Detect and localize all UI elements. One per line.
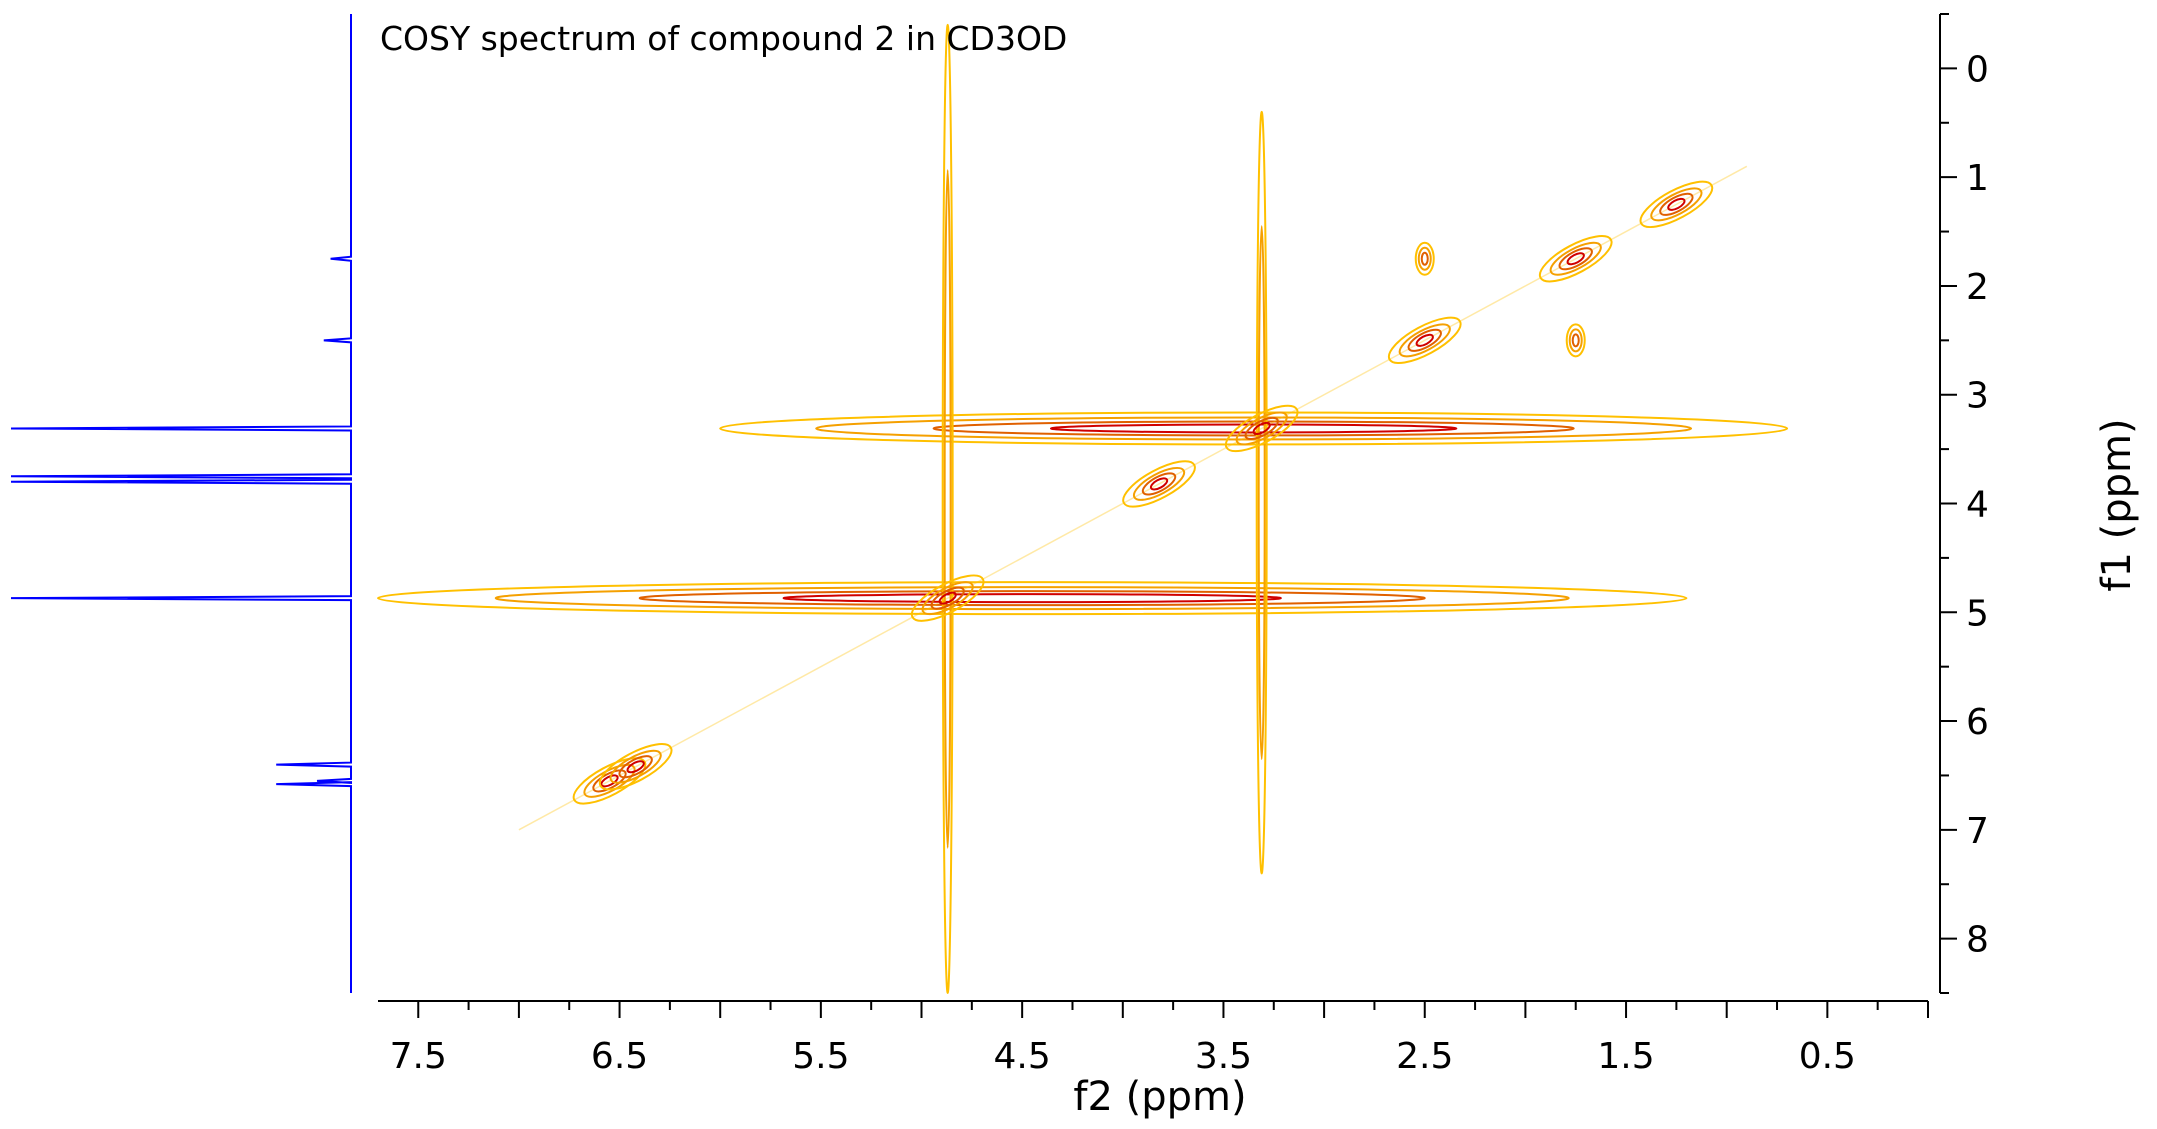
x-tick-label: 2.5 — [1396, 1036, 1453, 1077]
contour-ring — [1122, 460, 1196, 508]
diagonal-peak — [1224, 404, 1299, 453]
y-tick-label: 4 — [1966, 485, 1989, 526]
contour-ring — [618, 755, 653, 779]
contour-ring — [938, 591, 957, 605]
chart-title: COSY spectrum of compound 2 in CD3OD — [380, 19, 1067, 58]
x-tick-label: 7.5 — [390, 1036, 447, 1077]
diagonal-peak — [1122, 460, 1196, 508]
contour-ring — [1565, 323, 1586, 358]
cross-peak — [1565, 323, 1586, 358]
diagonal-peak — [598, 743, 673, 791]
contour-ring — [910, 574, 985, 622]
contour-ring — [1558, 247, 1593, 271]
y-axis-ticks: 0 1 2 3 4 5 6 7 8 — [1940, 13, 1989, 994]
diagonal-peak — [910, 574, 985, 622]
contour-ring — [1650, 187, 1703, 222]
ridge-contour — [719, 411, 1789, 446]
contour-ring — [1568, 328, 1583, 353]
projection-line — [10, 14, 352, 993]
contour-ring — [1132, 466, 1186, 501]
axes — [378, 14, 1941, 1002]
y-tick-label: 3 — [1966, 376, 1989, 417]
diagonal-peak — [1639, 180, 1714, 229]
ridge-contour — [494, 586, 1570, 611]
contour-peaks — [518, 165, 1748, 831]
x-tick-label: 1.5 — [1597, 1036, 1654, 1077]
y-tick-label: 2 — [1966, 267, 1989, 308]
x-tick-label: 6.5 — [591, 1036, 648, 1077]
contour-ring — [1571, 333, 1580, 348]
contour-ring — [930, 586, 965, 610]
y-axis-title: f1 (ppm) — [2094, 418, 2140, 591]
y-tick-label: 6 — [1966, 702, 1989, 743]
ridge-contour — [377, 581, 1688, 616]
y-tick-label: 5 — [1966, 593, 1989, 634]
contour-ring — [592, 769, 627, 793]
diagonal-peak — [1387, 316, 1462, 364]
contour-ring — [1566, 252, 1585, 266]
contour-ring — [1244, 416, 1279, 440]
contour-ring — [1407, 328, 1442, 352]
contour-ring — [609, 749, 662, 784]
contour-ring — [600, 774, 619, 788]
contour-ring — [1420, 251, 1429, 266]
x-tick-label: 5.5 — [792, 1036, 849, 1077]
ridge-contour — [1257, 225, 1266, 761]
contour-ring — [1538, 235, 1613, 283]
solvent-ridges — [377, 23, 1789, 994]
x-tick-label: 3.5 — [1195, 1036, 1252, 1077]
x-axis-title: f2 (ppm) — [1073, 1074, 1246, 1120]
diagonal-ridge — [518, 165, 1748, 831]
x-tick-label: 0.5 — [1799, 1036, 1856, 1077]
y-tick-label: 0 — [1966, 49, 1989, 90]
contour-ring — [1235, 411, 1288, 446]
solvent-ridge — [1255, 110, 1268, 875]
contour-ring — [1659, 192, 1694, 216]
x-tick-label: 4.5 — [994, 1036, 1051, 1077]
solvent-ridge — [941, 23, 954, 994]
contour-ring — [1224, 404, 1299, 453]
contour-ring — [1549, 241, 1602, 276]
y-tick-label: 8 — [1966, 920, 1989, 961]
contour-ring — [626, 760, 645, 774]
solvent-ridge — [377, 581, 1688, 616]
x-axis-ticks: 7.5 6.5 5.5 4.5 3.5 2.5 1.5 0.5 — [390, 1001, 1929, 1077]
contour-ring — [1414, 241, 1435, 276]
contour-ring — [1667, 197, 1686, 211]
contour-ring — [1398, 323, 1451, 358]
contour-ring — [1387, 316, 1462, 364]
y-tick-label: 1 — [1966, 158, 1989, 199]
contour-ring — [1141, 472, 1177, 496]
contour-ring — [921, 581, 974, 616]
contour-ring — [1417, 246, 1432, 271]
ridge-contour — [638, 590, 1426, 607]
contour-ring — [598, 743, 673, 791]
ridge-contour — [782, 593, 1282, 604]
contour-ring — [1252, 421, 1271, 435]
cross-peak — [1414, 241, 1435, 276]
contour-ring — [1415, 333, 1434, 347]
contour-ring — [572, 757, 647, 805]
contour-ring — [1639, 180, 1714, 229]
ridge-contour — [941, 23, 954, 994]
diagonal-peak — [1538, 235, 1613, 283]
contour-ring — [1149, 477, 1169, 491]
y-tick-label: 7 — [1966, 811, 1989, 852]
f1-projection-trace — [10, 14, 352, 993]
ridge-contour — [943, 169, 952, 849]
